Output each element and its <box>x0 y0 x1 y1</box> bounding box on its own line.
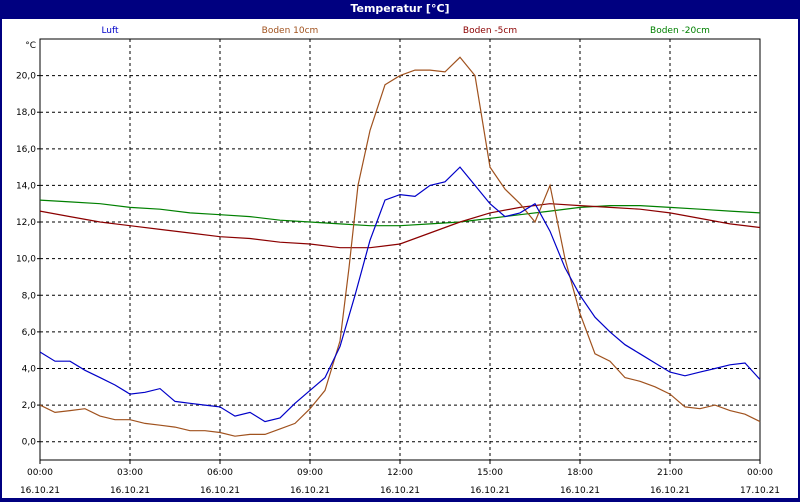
x-tick-time-label: 15:00 <box>477 468 503 478</box>
chart-title: Temperatur [°C] <box>350 2 450 15</box>
x-tick-time-label: 09:00 <box>297 468 323 478</box>
y-tick-label: 16,0 <box>16 145 36 155</box>
y-tick-label: 2,0 <box>22 401 37 411</box>
x-tick-date-label: 16.10.21 <box>20 486 60 496</box>
y-tick-label: 18,0 <box>16 108 36 118</box>
x-tick-time-label: 00:00 <box>747 468 773 478</box>
x-tick-time-label: 21:00 <box>657 468 683 478</box>
x-tick-time-label: 00:00 <box>27 468 53 478</box>
legend-entry-3: Boden -20cm <box>650 26 710 36</box>
temperature-chart: 0,0 2,0 4,0 6,0 8,0 10,0 12,0 14,0 16,0 18,0 20,0 °… <box>16 26 780 496</box>
series-line-1 <box>39 56 761 437</box>
x-tick-date-label: 16.10.21 <box>200 486 240 496</box>
y-tick-label: 14,0 <box>16 181 36 191</box>
y-tick-label: 20,0 <box>16 72 36 82</box>
series-line-2 <box>39 203 761 249</box>
legend-entry-1: Boden 10cm <box>262 26 319 36</box>
series-line-0 <box>39 166 761 423</box>
x-tick-time-label: 03:00 <box>117 468 143 478</box>
y-tick-label: 10,0 <box>16 255 36 265</box>
y-axis-unit-label: °C <box>25 41 36 51</box>
legend-entry-0: Luft <box>101 26 119 36</box>
y-tick-label: 8,0 <box>22 291 37 301</box>
x-tick-date-label: 17.10.21 <box>740 486 780 496</box>
y-tick-label: 12,0 <box>16 218 36 228</box>
x-tick-time-label: 06:00 <box>207 468 233 478</box>
y-tick-label: 6,0 <box>22 328 37 338</box>
plot-panel: 0,0 2,0 4,0 6,0 8,0 10,0 12,0 14,0 16,0 18,0 20,0 °… <box>2 19 798 498</box>
x-tick-time-label: 18:00 <box>567 468 593 478</box>
y-tick-label: 4,0 <box>22 364 37 374</box>
legend-entry-2: Boden -5cm <box>463 26 517 36</box>
x-tick-date-label: 16.10.21 <box>560 486 600 496</box>
x-tick-time-label: 12:00 <box>387 468 413 478</box>
x-tick-date-label: 16.10.21 <box>650 486 690 496</box>
y-tick-label: 0,0 <box>22 438 37 448</box>
x-tick-date-label: 16.10.21 <box>290 486 330 496</box>
series-line-3 <box>39 199 761 227</box>
x-tick-date-label: 16.10.21 <box>110 486 150 496</box>
x-tick-date-label: 16.10.21 <box>380 486 420 496</box>
x-tick-date-label: 16.10.21 <box>470 486 510 496</box>
